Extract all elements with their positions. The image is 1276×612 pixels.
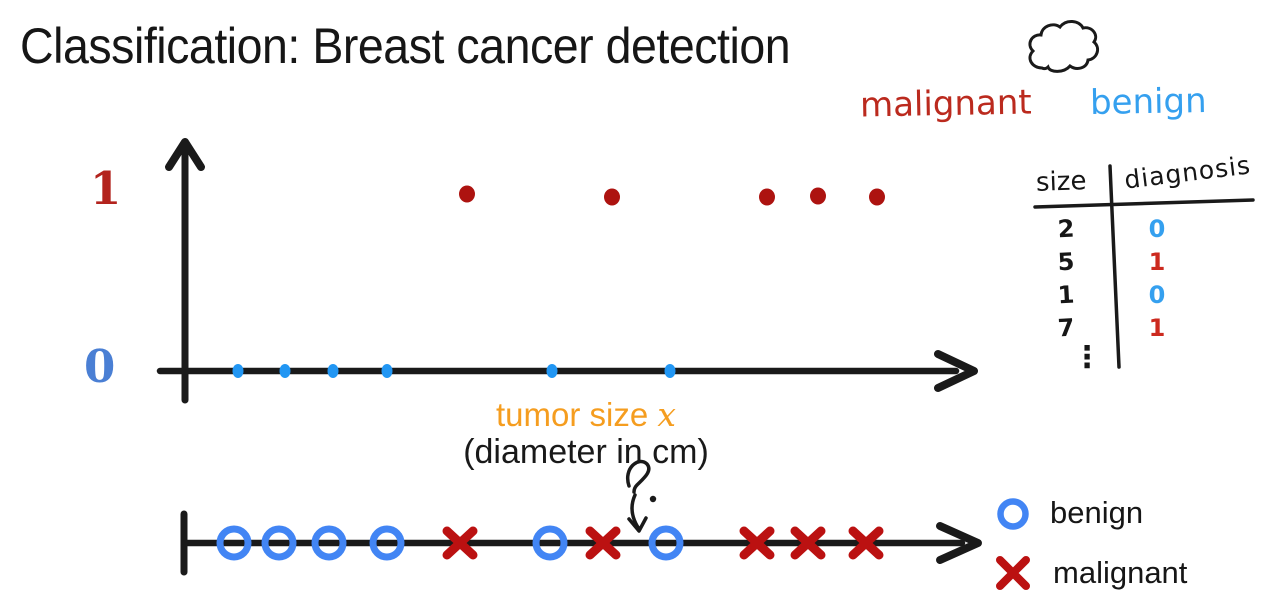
- benign-y0-dot-marker: [279, 364, 291, 378]
- diagnosis-cell: 1: [1148, 313, 1166, 342]
- step-plot-points: [232, 185, 885, 378]
- table-column-rule: [1108, 164, 1121, 369]
- legend-malignant-label: malignant: [1053, 555, 1188, 590]
- benign-ring-marker: [532, 525, 568, 561]
- malignant-x-marker: [442, 526, 478, 560]
- benign-y0-dot-marker: [327, 364, 339, 378]
- x-axis-arrowhead-icon: [934, 350, 978, 392]
- size-cell: 7: [1056, 313, 1076, 342]
- benign-ring-marker: [648, 525, 684, 561]
- cloud-icon: [1028, 20, 1100, 73]
- size-cell: 1: [1056, 280, 1076, 309]
- diagnosis-cell: 0: [1148, 280, 1166, 309]
- benign-y0-dot-marker: [381, 364, 393, 378]
- x-axis-label: tumor size x: [386, 395, 786, 434]
- y-tick-1: 1: [90, 162, 122, 215]
- benign-label: benign: [1089, 80, 1207, 124]
- x-axis-sublabel: (diameter in cm): [463, 433, 709, 471]
- page-title: Classification: Breast cancer detection: [20, 18, 791, 74]
- diagnosis-cell: 1: [1148, 247, 1166, 276]
- x-axis-label-text: tumor size: [496, 396, 658, 433]
- legend-benign-ring-icon: [997, 498, 1029, 530]
- legend-malignant-x-icon: [996, 556, 1030, 590]
- y-axis-arrowhead-icon: [165, 138, 205, 171]
- table-header-size: size: [1035, 166, 1087, 198]
- number-line-points: [216, 525, 884, 561]
- size-cell: 2: [1056, 214, 1076, 243]
- malignant-y1-dot-marker: [459, 185, 475, 203]
- malignant-y1-dot-marker: [759, 188, 775, 206]
- malignant-y1-dot-marker: [604, 188, 620, 206]
- legend-benign-label: benign: [1050, 495, 1144, 530]
- benign-y0-dot-marker: [232, 364, 244, 378]
- table-ellipsis: ⋮: [1072, 340, 1102, 375]
- y-tick-0: 0: [84, 340, 116, 393]
- benign-y0-dot-marker: [664, 364, 676, 378]
- benign-ring-marker: [216, 525, 252, 561]
- question-dot: [649, 495, 657, 503]
- malignant-x-marker: [585, 526, 621, 560]
- diagnosis-cell: 0: [1148, 214, 1166, 243]
- malignant-x-marker: [739, 526, 775, 560]
- x-variable: x: [657, 395, 676, 434]
- benign-ring-marker: [261, 525, 297, 561]
- malignant-x-marker: [790, 526, 826, 560]
- down-arrow-shaft: [630, 493, 641, 531]
- size-cell: 5: [1056, 247, 1076, 276]
- benign-ring-marker: [369, 525, 405, 561]
- benign-ring-marker: [311, 525, 347, 561]
- malignant-x-marker: [848, 526, 884, 560]
- number-line-arrowhead-icon: [936, 522, 982, 564]
- query-arrow-annotation: [625, 459, 657, 533]
- malignant-label: malignant: [859, 82, 1033, 126]
- malignant-y1-dot-marker: [810, 187, 826, 205]
- malignant-y1-dot-marker: [869, 188, 885, 206]
- down-arrowhead-icon: [627, 516, 648, 533]
- benign-y0-dot-marker: [546, 364, 558, 378]
- table-header-rule: [1033, 198, 1255, 209]
- question-squiggle-icon: [625, 459, 651, 494]
